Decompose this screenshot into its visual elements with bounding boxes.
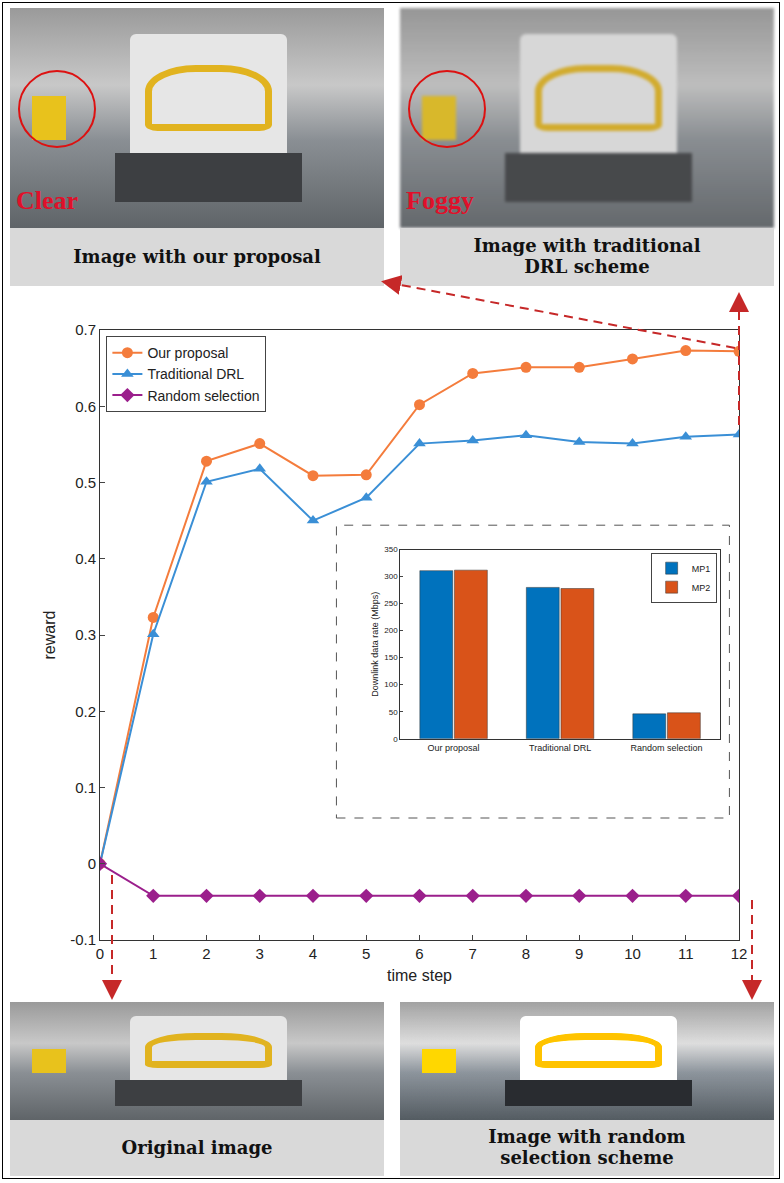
svg-text:Traditional DRL: Traditional DRL	[147, 366, 244, 382]
svg-text:50: 50	[389, 707, 398, 716]
svg-text:0.4: 0.4	[75, 550, 96, 567]
svg-text:4: 4	[309, 945, 317, 962]
svg-text:MP2: MP2	[692, 583, 711, 593]
svg-text:7: 7	[469, 945, 477, 962]
svg-text:reward: reward	[41, 611, 58, 660]
svg-text:200: 200	[384, 626, 398, 635]
svg-text:5: 5	[362, 945, 370, 962]
html-text:Clear: Clear	[16, 186, 79, 215]
svg-text:3: 3	[256, 945, 264, 962]
svg-text:time step: time step	[387, 967, 452, 984]
svg-text:150: 150	[384, 653, 398, 662]
svg-text:350: 350	[384, 545, 398, 554]
svg-text:0: 0	[393, 735, 398, 744]
svg-text:1: 1	[149, 945, 157, 962]
svg-text:0: 0	[96, 945, 104, 962]
svg-text:9: 9	[575, 945, 583, 962]
svg-text:MP1: MP1	[692, 564, 711, 574]
svg-text:300: 300	[384, 572, 398, 581]
svg-text:0.1: 0.1	[75, 779, 96, 796]
svg-text:0: 0	[88, 855, 96, 872]
svg-text:0.6: 0.6	[75, 398, 96, 415]
svg-text:Our proposal: Our proposal	[428, 743, 480, 753]
svg-text:0.3: 0.3	[75, 626, 96, 643]
svg-text:Our proposal: Our proposal	[147, 345, 228, 361]
svg-text:250: 250	[384, 599, 398, 608]
svg-text:-0.1: -0.1	[70, 931, 96, 948]
svg-text:0.2: 0.2	[75, 703, 96, 720]
svg-text:6: 6	[415, 945, 423, 962]
svg-text:12: 12	[731, 945, 748, 962]
html-text:Foggy: Foggy	[406, 186, 474, 215]
svg-text:11: 11	[678, 945, 694, 962]
svg-text:10: 10	[624, 945, 641, 962]
svg-text:0.5: 0.5	[75, 474, 96, 491]
svg-text:100: 100	[384, 680, 398, 689]
svg-text:Traditional DRL: Traditional DRL	[529, 743, 591, 753]
html-text:Original image: Original image	[121, 1136, 273, 1158]
svg-text:2: 2	[202, 945, 210, 962]
svg-text:Downlink data rate (Mbps): Downlink data rate (Mbps)	[370, 592, 380, 697]
html-text:Image with our proposal: Image with our proposal	[73, 245, 321, 267]
svg-text:0.7: 0.7	[75, 321, 96, 338]
html-text:Image with random selection sc: Image with random selection scheme	[488, 1126, 686, 1168]
html-text:Image with traditional DRL sch: Image with traditional DRL scheme	[473, 235, 701, 277]
svg-text:Random selection: Random selection	[631, 743, 703, 753]
svg-text:8: 8	[522, 945, 530, 962]
svg-text:Random selection: Random selection	[147, 388, 259, 404]
